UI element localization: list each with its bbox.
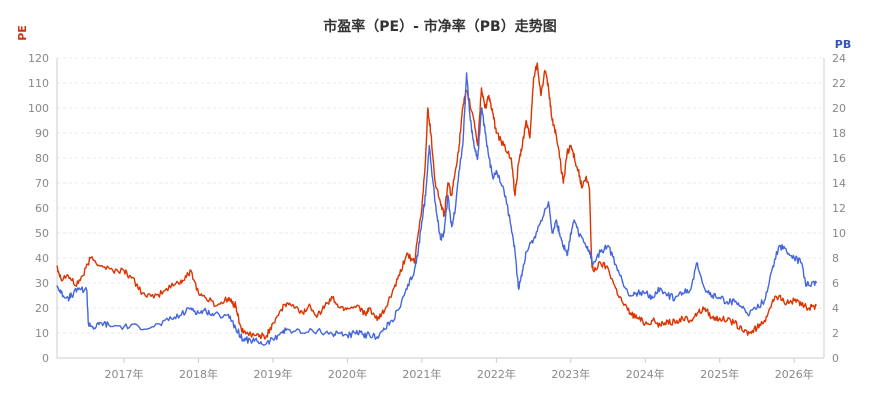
right-tick-label: 22 [832, 77, 846, 90]
right-tick-label: 18 [832, 127, 846, 140]
right-tick-label: 10 [832, 227, 846, 240]
grid-lines [56, 57, 825, 359]
left-tick-label: 90 [35, 127, 49, 140]
right-tick-label: 0 [832, 352, 839, 365]
x-tick-label: 2020年 [328, 367, 367, 381]
right-tick-label: 4 [832, 302, 839, 315]
right-tick-label: 24 [832, 52, 846, 65]
left-tick-label: 100 [28, 102, 49, 115]
left-tick-label: 50 [35, 227, 49, 240]
left-tick-label: 80 [35, 152, 49, 165]
x-tick-label: 2023年 [551, 367, 590, 381]
right-tick-label: 2 [832, 327, 839, 340]
series-line-pe [56, 62, 818, 340]
right-tick-label: 20 [832, 102, 846, 115]
left-tick-label: 70 [35, 177, 49, 190]
x-tick-label: 2018年 [179, 367, 218, 381]
right-tick-label: 14 [832, 177, 846, 190]
left-tick-label: 30 [35, 277, 49, 290]
left-tick-label: 110 [28, 77, 49, 90]
right-tick-label: 12 [832, 202, 846, 215]
x-tick-label: 2025年 [700, 367, 739, 381]
right-tick-label: 6 [832, 277, 839, 290]
x-axis-ticks: 2017年 2018年 2019年 2020年 2021年 2022年 2023年 2024年… [105, 358, 814, 381]
chart-title: 市盈率（PE）- 市净率（PB）走势图 [323, 18, 556, 35]
series-line-pb [56, 72, 818, 346]
x-tick-label: 2017年 [105, 367, 144, 381]
left-tick-label: 120 [28, 52, 49, 65]
right-tick-label: 16 [832, 152, 846, 165]
left-tick-label: 20 [35, 302, 49, 315]
x-tick-label: 2019年 [253, 367, 292, 381]
left-tick-label: 10 [35, 327, 49, 340]
series-lines [56, 62, 818, 346]
x-tick-label: 2026年 [775, 367, 814, 381]
left-tick-label: 0 [42, 352, 49, 365]
right-axis-title: PB [835, 38, 851, 51]
left-tick-label: 60 [35, 202, 49, 215]
left-axis-title: PE [16, 25, 29, 41]
x-tick-label: 2021年 [402, 367, 441, 381]
x-tick-label: 2024年 [626, 367, 665, 381]
left-tick-label: 40 [35, 252, 49, 265]
right-tick-label: 8 [832, 252, 839, 265]
x-tick-label: 2022年 [477, 367, 516, 381]
left-axis-ticks: 0 10 20 30 40 50 60 70 80 90 100 110 120 [28, 52, 49, 365]
